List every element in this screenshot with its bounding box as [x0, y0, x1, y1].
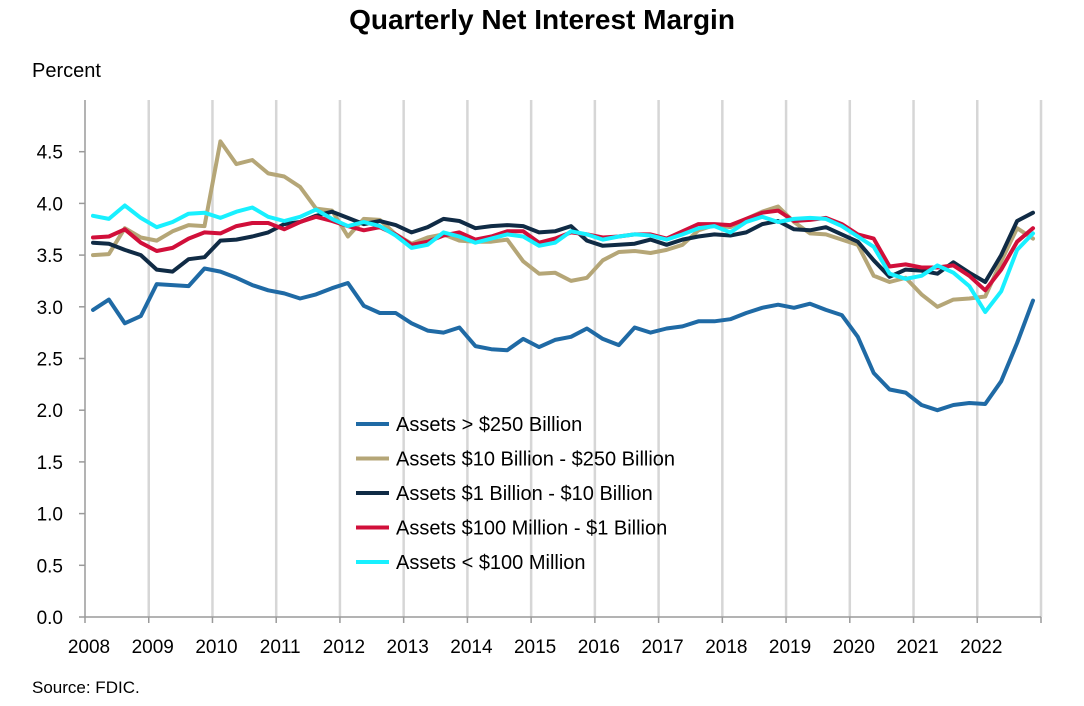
y-tick-label: 3.5 — [37, 246, 63, 267]
y-tick-label: 0.5 — [37, 556, 63, 577]
legend-label: Assets $10 Billion - $250 Billion — [396, 449, 675, 471]
x-tick-label: 2011 — [260, 637, 301, 658]
grid-layer — [147, 100, 1043, 617]
x-tick-label: 2016 — [578, 637, 620, 658]
y-tick-label: 3.0 — [37, 298, 63, 319]
series-layer — [91, 139, 1035, 413]
series-line-2 — [91, 139, 1035, 309]
y-tick-label: 1.5 — [37, 453, 63, 474]
y-tick-label: 4.0 — [37, 194, 63, 215]
x-tick-label: 2018 — [705, 637, 747, 658]
series-line-3 — [91, 209, 1035, 284]
chart-title: Quarterly Net Interest Margin — [349, 4, 735, 35]
y-tick-label: 2.5 — [37, 350, 63, 371]
x-tick-label: 2013 — [387, 637, 429, 658]
x-tick-label: 2014 — [450, 637, 493, 658]
x-tick-label: 2009 — [132, 637, 174, 658]
y-tick-label: 4.5 — [37, 143, 63, 164]
y-tick-label: 2.0 — [37, 401, 63, 422]
x-tick-label: 2017 — [641, 637, 683, 658]
series-line-1 — [91, 266, 1035, 413]
y-tick-label: 1.0 — [37, 505, 63, 526]
x-tick-label: 2010 — [195, 637, 237, 658]
x-tick-label: 2015 — [514, 637, 556, 658]
series-line-5 — [91, 203, 1035, 314]
legend: Assets > $250 Billion Assets $10 Billion … — [356, 414, 675, 574]
x-tick-label: 2012 — [323, 637, 365, 658]
y-tick-label: 0.0 — [37, 608, 63, 629]
x-tick-label: 2022 — [960, 637, 1002, 658]
axis-layer: 0.0 0.5 1.0 1.5 2.0 2.5 3.0 3.5 4.0 4.5 2008 2009 20… — [37, 100, 1042, 658]
x-tick-label: 2008 — [68, 637, 110, 658]
legend-label: Assets > $250 Billion — [396, 414, 582, 436]
x-tick-label: 2020 — [833, 637, 875, 658]
legend-label: Assets $1 Billion - $10 Billion — [396, 483, 653, 505]
x-tick-label: 2021 — [896, 637, 938, 658]
legend-label: Assets $100 Million - $1 Billion — [396, 518, 667, 540]
y-axis-unit-label: Percent — [32, 60, 101, 82]
source-note: Source: FDIC. — [32, 678, 140, 697]
legend-label: Assets < $100 Million — [396, 552, 586, 574]
x-tick-label: 2019 — [769, 637, 811, 658]
